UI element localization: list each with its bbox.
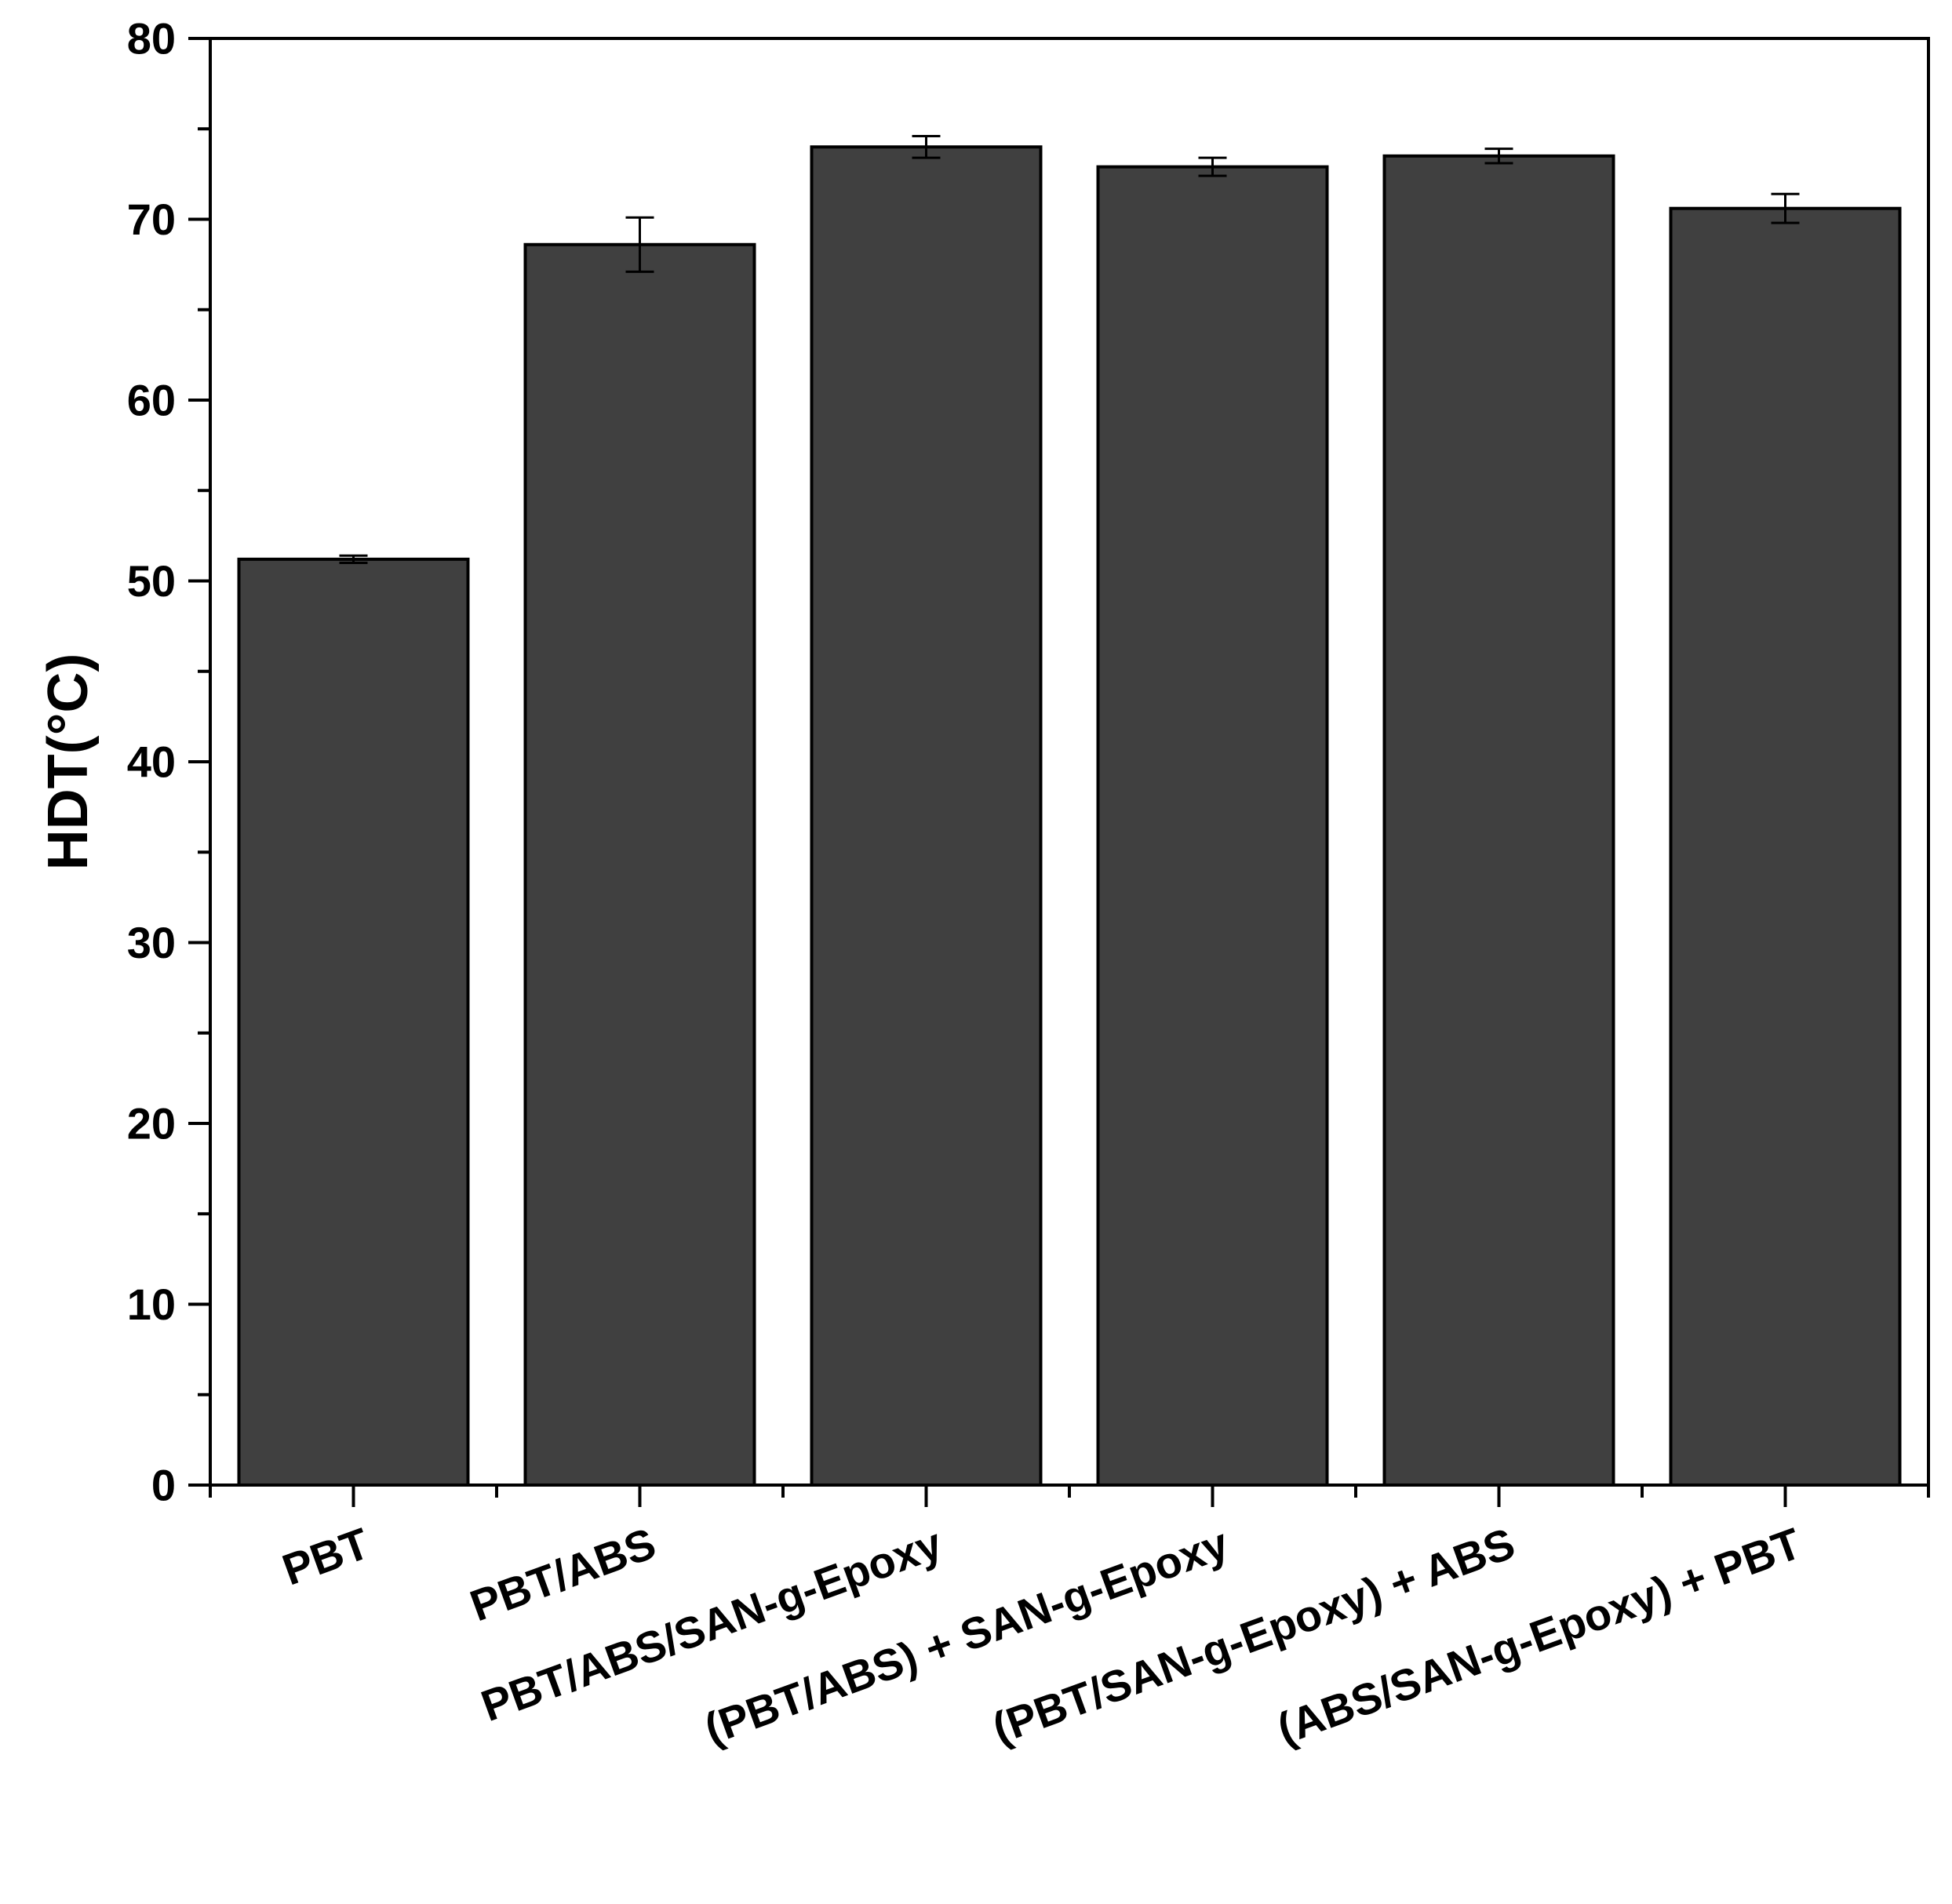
y-axis: 0 10 20 30 40 50 60 70 80 bbox=[127, 14, 210, 1510]
y-tick-label: 60 bbox=[127, 376, 176, 425]
bars-layer bbox=[237, 145, 1902, 1487]
y-axis-title: HDT(°C) bbox=[37, 653, 100, 871]
bar bbox=[1096, 165, 1329, 1487]
y-tick-label: 50 bbox=[127, 556, 176, 606]
y-tick-label: 10 bbox=[127, 1280, 176, 1329]
x-tick-label: (PBT/SAN-g-Epoxy) + ABS bbox=[986, 1518, 1521, 1753]
bar bbox=[1669, 206, 1902, 1487]
bar bbox=[1382, 154, 1615, 1487]
bar bbox=[810, 145, 1043, 1487]
y-tick-label: 70 bbox=[127, 195, 176, 244]
x-tick-label: (PBT/ABS) + SAN-g-Epoxy bbox=[698, 1518, 1235, 1753]
y-tick-label: 0 bbox=[151, 1461, 176, 1510]
x-tick-label: (ABS/SAN-g-Epoxy) + PBT bbox=[1271, 1518, 1808, 1753]
bar bbox=[523, 242, 756, 1487]
y-tick-label: 40 bbox=[127, 737, 176, 787]
bar bbox=[237, 557, 470, 1487]
y-tick-label: 80 bbox=[127, 14, 176, 64]
x-tick-label: PBT/ABS bbox=[464, 1518, 662, 1630]
x-tick-label: PBT/ABS/SAN-g-Epoxy bbox=[475, 1518, 948, 1731]
x-tick-label: PBT bbox=[276, 1518, 376, 1595]
error-bars-layer bbox=[339, 134, 1800, 564]
y-tick-label: 30 bbox=[127, 918, 176, 967]
y-tick-label: 20 bbox=[127, 1099, 176, 1149]
